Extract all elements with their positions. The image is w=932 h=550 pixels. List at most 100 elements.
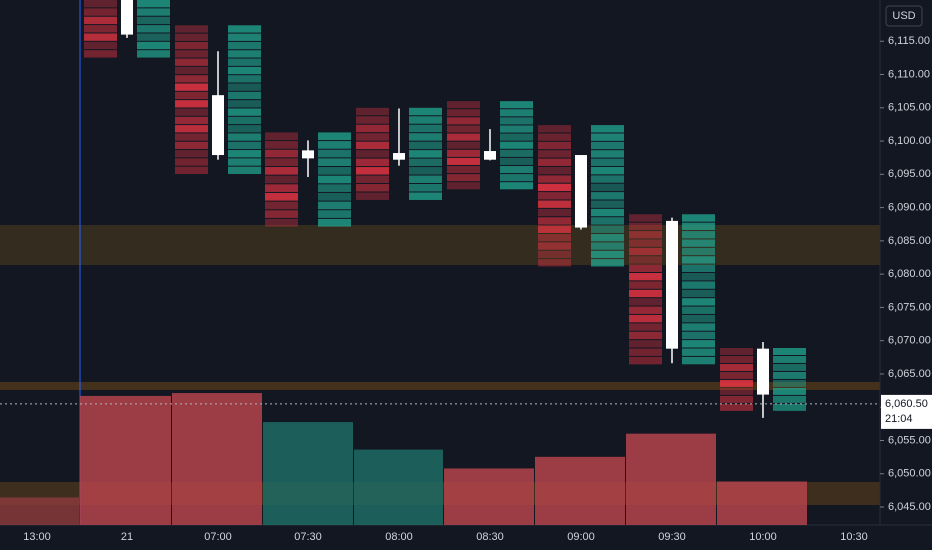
footprint-cell xyxy=(318,141,351,149)
x-tick-label: 09:30 xyxy=(658,531,686,543)
footprint-cell xyxy=(682,272,715,281)
footprint-cell xyxy=(265,218,298,227)
volume-bar xyxy=(354,449,443,525)
footprint-cell xyxy=(228,91,261,100)
volume-bar xyxy=(717,481,807,525)
footprint-cell xyxy=(773,371,806,379)
footprint-cell xyxy=(318,192,351,201)
footprint-cell xyxy=(629,272,662,281)
y-tick-label: 6,090.00 xyxy=(888,202,931,214)
footprint-cell xyxy=(84,0,117,8)
footprint-cell xyxy=(591,183,624,192)
footprint-cell xyxy=(629,340,662,348)
footprint xyxy=(356,107,442,200)
footprint-cell xyxy=(447,165,480,174)
candle-body xyxy=(757,348,769,395)
x-tick-label: 13:00 xyxy=(23,531,51,543)
footprint-cell xyxy=(137,33,170,41)
footprint-cell xyxy=(629,289,662,298)
footprint-cell xyxy=(265,141,298,149)
footprint-cell xyxy=(84,50,117,58)
footprint-cell xyxy=(682,340,715,348)
candle-body xyxy=(575,155,587,228)
footprint-cell xyxy=(84,25,117,33)
footprint-cell xyxy=(228,166,261,174)
y-tick-label: 6,045.00 xyxy=(888,501,931,513)
footprint-cell xyxy=(228,116,261,125)
footprint-cell xyxy=(356,107,389,116)
y-tick-label: 6,110.00 xyxy=(888,68,930,80)
footprint-cell xyxy=(356,141,389,150)
footprint-cell xyxy=(538,150,571,158)
footprint-cell xyxy=(137,8,170,16)
footprint-cell xyxy=(84,16,117,25)
footprint-cell xyxy=(591,192,624,200)
footprint-cell xyxy=(538,233,571,242)
footprint-cell xyxy=(265,192,298,201)
footprint-cell xyxy=(409,184,442,192)
footprint-cell xyxy=(538,133,571,141)
footprint-cell xyxy=(175,25,208,33)
footprint-cell xyxy=(773,379,806,387)
x-tick-label: 07:00 xyxy=(204,531,232,543)
footprint-cell xyxy=(682,256,715,264)
footprint-cell xyxy=(356,150,389,158)
footprint-cell xyxy=(500,125,533,133)
footprint-cell xyxy=(773,387,806,395)
footprint-cell xyxy=(682,348,715,356)
footprint-cell xyxy=(682,247,715,256)
footprint-cell xyxy=(591,200,624,208)
footprint-cell xyxy=(720,403,753,411)
footprint-cell xyxy=(629,231,662,239)
footprint-cell xyxy=(629,214,662,222)
currency-button[interactable] xyxy=(885,5,923,27)
footprint-cell xyxy=(591,158,624,166)
footprint-cell xyxy=(409,175,442,184)
footprint-cell xyxy=(500,101,533,109)
footprint-cell xyxy=(175,83,208,91)
y-tick-label: 6,085.00 xyxy=(888,235,931,247)
footprint-cell xyxy=(447,141,480,149)
footprint-cell xyxy=(356,116,389,124)
footprint-cell xyxy=(265,175,298,184)
footprint-cell xyxy=(720,348,753,355)
footprint-cell xyxy=(629,348,662,356)
footprint-cell xyxy=(137,16,170,25)
footprint-cell xyxy=(773,363,806,371)
footprint-cell xyxy=(175,100,208,108)
footprint-cell xyxy=(175,75,208,83)
footprint-cell xyxy=(84,33,117,41)
footprint-cell xyxy=(447,125,480,133)
footprint-cell xyxy=(720,371,753,379)
footprint-cell xyxy=(228,83,261,91)
footprint-cell xyxy=(538,183,571,192)
footprint-cell xyxy=(538,217,571,225)
footprint-cell xyxy=(629,314,662,323)
footprint-cell xyxy=(447,117,480,125)
footprint-cell xyxy=(538,242,571,250)
footprint-cell xyxy=(773,403,806,411)
footprint-cell xyxy=(318,218,351,227)
footprint-cell xyxy=(682,298,715,306)
footprint-cell xyxy=(591,233,624,242)
footprint-cell xyxy=(175,58,208,66)
footprint xyxy=(84,0,170,58)
footprint-cell xyxy=(447,101,480,109)
footprint-cell xyxy=(228,150,261,158)
footprint-cell xyxy=(682,264,715,272)
footprint-cell xyxy=(682,214,715,222)
volume-bar xyxy=(444,468,534,525)
footprint-cell xyxy=(538,192,571,200)
footprint-cell xyxy=(629,298,662,306)
footprint-cell xyxy=(629,222,662,231)
footprint-cell xyxy=(720,355,753,363)
footprint-cell xyxy=(591,166,624,175)
footprint-cell xyxy=(318,210,351,218)
footprint-cell xyxy=(409,107,442,116)
footprint-cell xyxy=(538,200,571,208)
footprint-cell xyxy=(629,239,662,247)
footprint-cell xyxy=(500,157,533,165)
volume-bar xyxy=(535,456,625,525)
footprint-cell xyxy=(591,150,624,158)
y-tick-label: 6,100.00 xyxy=(888,135,931,147)
